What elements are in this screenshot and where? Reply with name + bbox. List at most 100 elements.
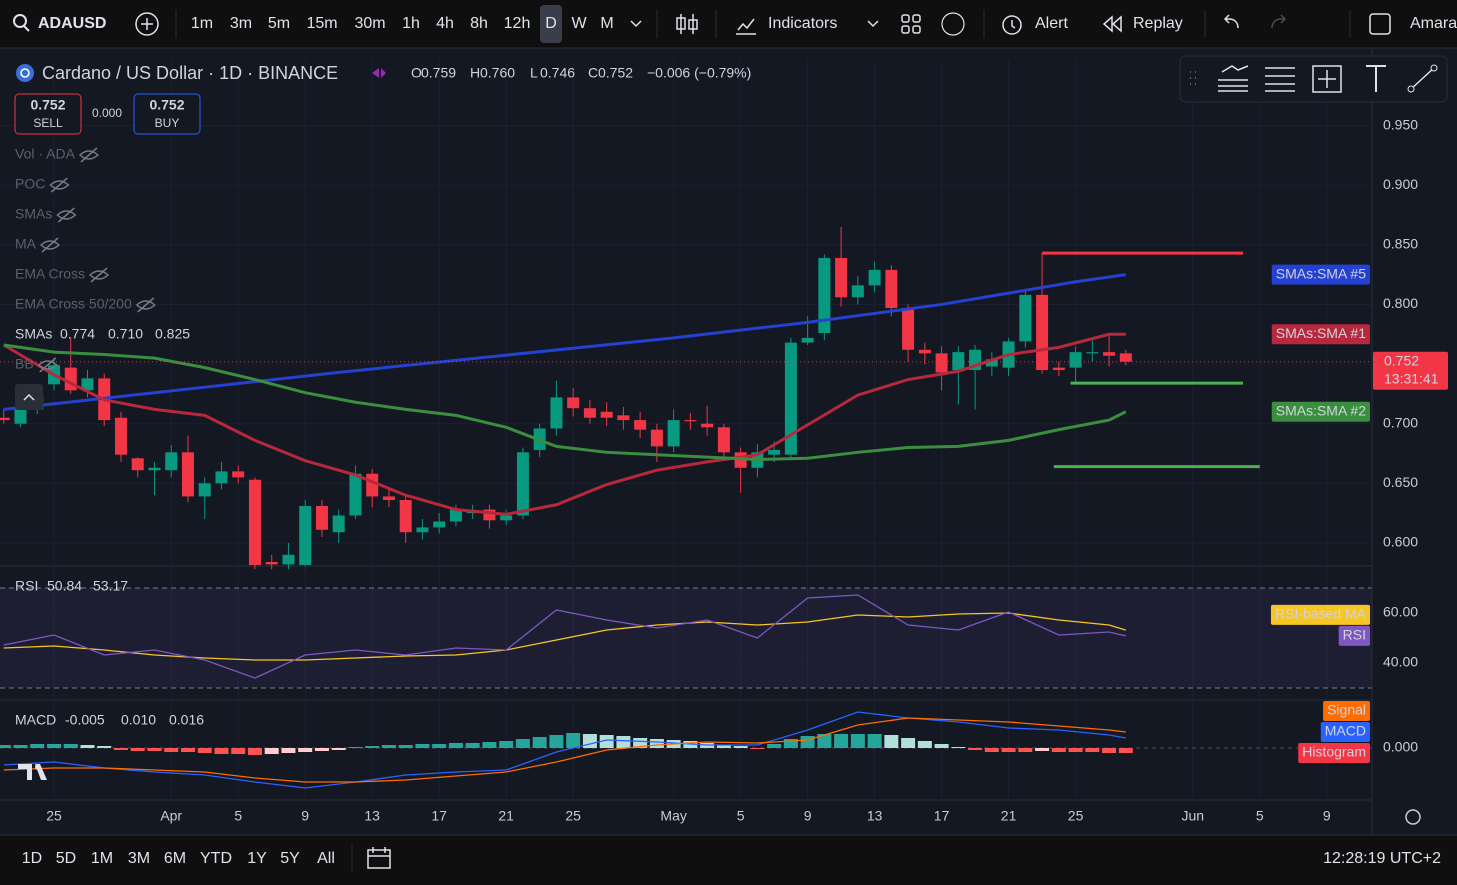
histogram-bar bbox=[398, 745, 413, 748]
bb-legend[interactable]: BB bbox=[15, 356, 34, 372]
interval-button[interactable]: 4h bbox=[436, 15, 454, 32]
range-button[interactable]: 1M bbox=[91, 850, 113, 867]
interval-button[interactable]: 3m bbox=[230, 15, 252, 32]
fib-tool[interactable] bbox=[1218, 65, 1249, 92]
indicator-legend-item[interactable]: POC bbox=[15, 176, 45, 192]
histogram-bar bbox=[1001, 748, 1016, 752]
candle-body bbox=[717, 427, 730, 453]
ohlc-label: C bbox=[588, 65, 598, 81]
range-button[interactable]: 1D bbox=[22, 850, 42, 867]
indicators-button[interactable]: Indicators bbox=[768, 15, 837, 32]
histogram-bar bbox=[80, 745, 95, 748]
series-tag bbox=[1270, 604, 1370, 625]
series-tag-label: SMAs:SMA #2 bbox=[1276, 402, 1366, 418]
text-tool[interactable] bbox=[1366, 65, 1386, 92]
undo-button[interactable] bbox=[1223, 14, 1239, 29]
histogram-bar bbox=[180, 748, 195, 752]
hidden-eye-icon[interactable] bbox=[135, 297, 156, 313]
measure-tool[interactable] bbox=[1312, 65, 1342, 93]
indicator-legend-item[interactable]: MA bbox=[15, 236, 37, 252]
hidden-eye-icon[interactable] bbox=[56, 207, 77, 223]
interval-button[interactable]: 15m bbox=[306, 15, 337, 32]
x-tick-label: 25 bbox=[565, 808, 581, 824]
symbol[interactable]: ADAUSD bbox=[38, 15, 106, 32]
interval-button[interactable]: 1m bbox=[191, 15, 213, 32]
interval-button[interactable]: 8h bbox=[470, 15, 488, 32]
settings-button[interactable] bbox=[1405, 809, 1421, 825]
candle-body bbox=[81, 378, 94, 391]
range-button[interactable]: All bbox=[317, 850, 335, 867]
redo-button[interactable] bbox=[1271, 14, 1287, 29]
interval-button[interactable]: W bbox=[571, 15, 587, 32]
candle-body bbox=[684, 420, 697, 422]
x-tick-label: 9 bbox=[804, 808, 812, 824]
indicator-legend-item[interactable]: EMA Cross 50/200 bbox=[15, 296, 132, 312]
sell-button[interactable] bbox=[14, 93, 82, 135]
templates-icon[interactable] bbox=[941, 12, 965, 36]
indicator-line bbox=[3, 612, 1127, 661]
user-name[interactable]: Amara bbox=[1410, 15, 1457, 32]
range-button[interactable]: 5D bbox=[56, 850, 76, 867]
buy-button[interactable] bbox=[133, 93, 201, 135]
histogram-bar bbox=[968, 748, 983, 750]
candle-body bbox=[550, 397, 563, 429]
symbol-title[interactable]: Cardano / US Dollar · 1D · BINANCE bbox=[42, 63, 338, 83]
price-axis bbox=[1372, 49, 1457, 835]
rsi-legend-title[interactable]: RSI bbox=[15, 578, 38, 594]
dropdown-icon[interactable] bbox=[630, 20, 642, 28]
histogram-bar bbox=[834, 734, 849, 748]
chart-area bbox=[0, 60, 1457, 800]
interval-button[interactable]: 12h bbox=[504, 15, 531, 32]
dropdown-icon[interactable] bbox=[867, 20, 879, 28]
drag-handle[interactable] bbox=[1190, 71, 1196, 85]
sell-price: 0.752 bbox=[30, 97, 65, 113]
x-tick-label: 13 bbox=[364, 808, 380, 824]
histogram-bar bbox=[1085, 748, 1100, 752]
replay-button[interactable]: Replay bbox=[1133, 15, 1183, 32]
histogram-bar bbox=[298, 748, 313, 752]
macd-legend-title[interactable]: MACD bbox=[15, 712, 56, 728]
candle-body bbox=[165, 452, 178, 471]
interval-button[interactable]: M bbox=[600, 15, 613, 32]
sma-legend-title[interactable]: SMAs bbox=[15, 326, 52, 342]
hidden-eye-icon[interactable] bbox=[88, 267, 110, 283]
hidden-eye-icon[interactable] bbox=[39, 237, 61, 253]
candle-body bbox=[801, 337, 814, 343]
candle-body bbox=[835, 257, 848, 298]
histogram-bar bbox=[1068, 748, 1083, 752]
indicator-legend-item[interactable]: Vol · ADA bbox=[15, 146, 76, 162]
rsi-legend-value: 50.84 bbox=[47, 578, 82, 594]
range-button[interactable]: 1Y bbox=[247, 850, 267, 867]
range-button[interactable]: YTD bbox=[200, 850, 232, 867]
layouts-icon[interactable] bbox=[901, 14, 921, 34]
alert-button[interactable]: Alert bbox=[1035, 15, 1068, 32]
interval-button[interactable]: 1h bbox=[402, 15, 420, 32]
candle-body bbox=[516, 452, 529, 516]
symbol-search[interactable]: ADAUSD bbox=[13, 14, 106, 32]
compare-button[interactable] bbox=[135, 12, 159, 36]
hidden-eye-icon[interactable] bbox=[78, 147, 100, 163]
lines-tool[interactable] bbox=[1265, 67, 1295, 92]
interval-button[interactable]: 30m bbox=[354, 15, 385, 32]
hidden-eye-icon[interactable] bbox=[49, 177, 70, 193]
collapse-legend-button[interactable] bbox=[15, 384, 43, 410]
candle-body bbox=[449, 509, 462, 522]
range-button[interactable]: 3M bbox=[128, 850, 150, 867]
indicator-line bbox=[3, 717, 1126, 783]
interval-button[interactable]: 5m bbox=[268, 15, 290, 32]
indicator-legend: Vol · ADA POC SMAs MA EMA Cross EMA Cross 50/… bbox=[15, 146, 156, 373]
candle-body bbox=[985, 359, 998, 367]
hidden-eye-icon[interactable] bbox=[37, 357, 58, 373]
layout-checkbox[interactable] bbox=[1369, 13, 1391, 35]
ohlc-label: O bbox=[411, 65, 422, 81]
indicator-legend-item[interactable]: SMAs bbox=[15, 206, 52, 222]
goto-date-button[interactable] bbox=[367, 847, 391, 869]
indicator-legend-item[interactable]: EMA Cross bbox=[15, 266, 85, 282]
histogram-bar bbox=[1035, 748, 1050, 751]
range-button[interactable]: 6M bbox=[164, 850, 186, 867]
x-tick-label: May bbox=[660, 808, 686, 824]
histogram-bar bbox=[515, 739, 530, 748]
interval-button[interactable]: D bbox=[545, 15, 557, 32]
range-button[interactable]: 5Y bbox=[280, 850, 300, 867]
